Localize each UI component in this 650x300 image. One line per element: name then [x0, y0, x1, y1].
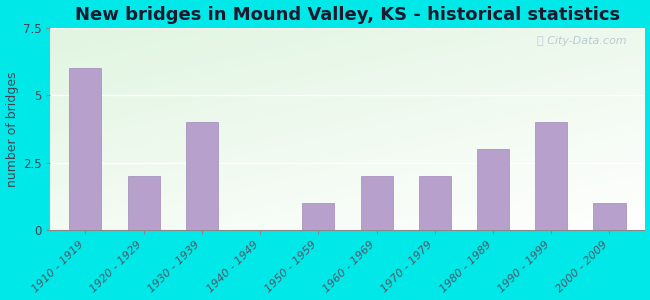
Bar — [593, 203, 625, 230]
Text: ⓘ City-Data.com: ⓘ City-Data.com — [537, 36, 627, 46]
Title: New bridges in Mound Valley, KS - historical statistics: New bridges in Mound Valley, KS - histor… — [75, 6, 620, 24]
Bar — [361, 176, 393, 230]
Bar — [535, 122, 567, 230]
Bar — [127, 176, 160, 230]
Bar — [302, 203, 334, 230]
Bar — [70, 68, 101, 230]
Bar — [186, 122, 218, 230]
Bar — [419, 176, 451, 230]
Bar — [477, 149, 509, 230]
Y-axis label: number of bridges: number of bridges — [6, 71, 19, 187]
